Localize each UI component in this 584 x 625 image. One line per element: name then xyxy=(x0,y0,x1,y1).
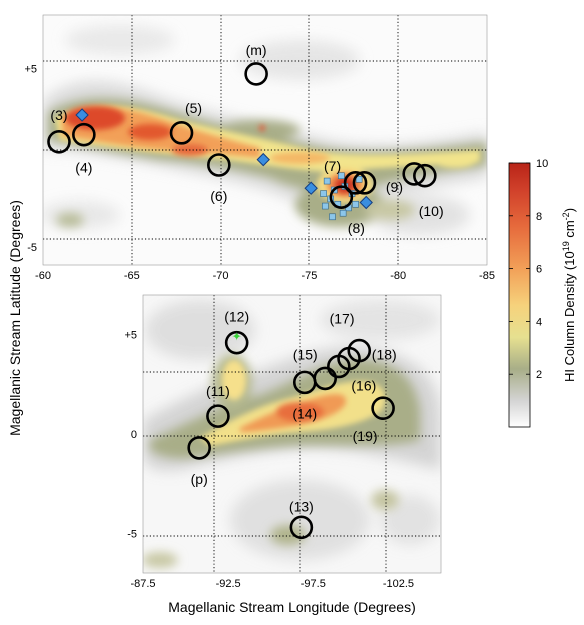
x-axis-title: Magellanic Stream Longitude (Degrees) xyxy=(168,599,415,615)
square-marker xyxy=(352,200,359,208)
top-panel-frame xyxy=(42,14,488,266)
bottom-grid xyxy=(143,295,441,573)
sightline-circle xyxy=(207,153,231,177)
square-marker xyxy=(329,213,336,221)
sightline-label: (11) xyxy=(206,383,230,399)
top-y-tick-label: +5 xyxy=(24,64,37,76)
sightline-label: (18) xyxy=(372,347,397,363)
sightline-circle xyxy=(371,396,395,420)
square-marker xyxy=(339,209,347,217)
diamond-marker xyxy=(256,152,270,167)
colorbar-gradient xyxy=(508,162,531,428)
sightline-circle xyxy=(47,129,71,154)
sightline-label: (5) xyxy=(185,100,202,116)
sightline-label: (7) xyxy=(324,158,341,174)
sightline-label: (19) xyxy=(353,428,378,444)
square-marker xyxy=(323,177,331,185)
sightline-label: (16) xyxy=(351,377,376,393)
top-y-tick-label: -5 xyxy=(27,242,37,254)
top-x-tick-label: -75 xyxy=(301,270,317,282)
y-axis-title: Magellanic Stream Latitude (Degrees) xyxy=(7,200,23,436)
bottom-y-tick-label: +5 xyxy=(124,330,137,342)
top-x-tick-label: -85 xyxy=(479,270,495,282)
diamond-marker xyxy=(75,108,89,122)
sightline-label: (14) xyxy=(292,405,317,421)
colorbar-tick-label: 8 xyxy=(536,211,542,223)
colorbar-ticks: 2 4 6 8 10 xyxy=(509,158,548,381)
top-grid xyxy=(43,15,487,265)
sightline-circle xyxy=(329,185,354,209)
sightline-label: (17) xyxy=(330,311,355,327)
sightline-circle xyxy=(289,515,314,540)
sightline-label: (13) xyxy=(289,498,314,514)
top-markers: (m) (3) (4) (5) (6) (7) (8) (9) (10) xyxy=(47,42,444,236)
top-x-tick-label: -80 xyxy=(390,270,406,282)
bottom-y-tick-label: -5 xyxy=(127,528,137,540)
colorbar-tick-label: 6 xyxy=(536,264,542,276)
sightline-circle xyxy=(313,366,338,391)
bottom-markers: (12) (11) (p) (13) (14) (15) (16) (17) (18) (19) ✦ xyxy=(187,309,397,540)
sightline-label: (12) xyxy=(224,309,249,325)
colorbar: 2 4 6 8 10 HI Column Density (1019 cm-2) xyxy=(508,158,577,428)
sightline-circle xyxy=(72,122,96,147)
sightline-circle xyxy=(347,338,372,363)
top-x-tick-label: -70 xyxy=(213,270,229,282)
sightline-label: (9) xyxy=(386,179,403,195)
sightline-label: (10) xyxy=(419,203,444,219)
sightline-label: (m) xyxy=(246,42,267,58)
top-x-tick-label: -65 xyxy=(124,270,140,282)
square-marker xyxy=(322,202,329,210)
bottom-panel-frame xyxy=(142,294,442,574)
square-marker xyxy=(355,175,363,183)
square-marker xyxy=(320,190,327,197)
sightline-label: (3) xyxy=(50,107,67,123)
sightline-circle xyxy=(402,162,426,186)
bottom-x-tick-label: -87.5 xyxy=(130,578,155,590)
sightline-circle xyxy=(352,171,377,195)
top-x-tick-label: -60 xyxy=(35,270,51,282)
colorbar-tick-label: 10 xyxy=(536,158,548,170)
sightline-label: (6) xyxy=(210,188,227,204)
sightline-circle xyxy=(413,163,437,188)
colorbar-tick-label: 4 xyxy=(536,316,542,328)
sightline-circle xyxy=(343,171,368,195)
diamond-marker xyxy=(304,181,318,195)
bottom-x-tick-label: -97.5 xyxy=(301,578,326,590)
bottom-x-tick-label: -92.5 xyxy=(216,578,241,590)
sightline-label: (15) xyxy=(293,346,318,362)
colorbar-tick-label: 2 xyxy=(536,369,542,381)
square-marker xyxy=(338,172,345,180)
sightline-circle xyxy=(224,330,249,355)
sightline-label: (8) xyxy=(348,220,365,236)
bottom-tick-labels: -87.5 -92.5 -97.5 -102.5 +5 0 -5 xyxy=(124,330,414,590)
bottom-y-tick-label: 0 xyxy=(131,429,137,441)
sightline-circle xyxy=(244,62,268,86)
bottom-panel: -87.5 -92.5 -97.5 -102.5+50-5 (12)(11)(p)(1… xyxy=(124,294,442,590)
sightline-label: (4) xyxy=(75,160,92,176)
sightline-label: (p) xyxy=(191,471,208,487)
sightline-circle xyxy=(206,404,230,428)
colorbar-title: HI Column Density (1019 cm-2) xyxy=(561,208,577,382)
bottom-hi-emission xyxy=(143,300,441,568)
diamond-marker xyxy=(359,195,373,210)
sightline-circle xyxy=(187,436,211,460)
top-tick-labels: -60 -65 -70 -75 -80 -85 +5 -5 xyxy=(24,64,495,282)
top-panel: -60 -65 -70 -75 -80 -85 +5 -5 (m) (3) (4) (5) (6) (7… xyxy=(24,14,495,282)
bottom-x-tick-label: -102.5 xyxy=(383,578,414,590)
star-marker: ✦ xyxy=(232,330,242,344)
sightline-circle xyxy=(169,121,194,145)
